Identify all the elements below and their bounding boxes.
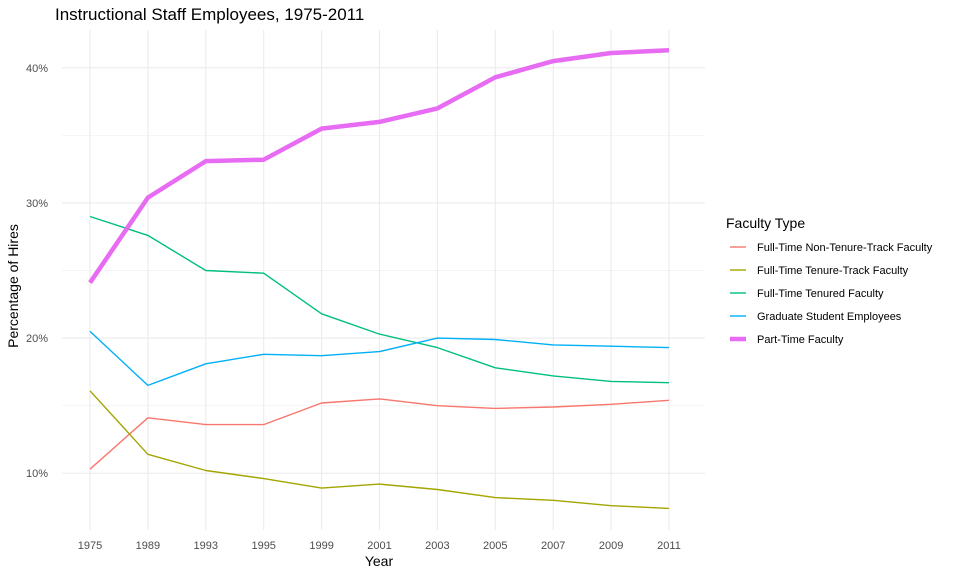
legend-label: Graduate Student Employees xyxy=(757,311,902,323)
series-line-graduate-student-employees xyxy=(89,330,670,387)
series-line-full-time-non-tenure-track-faculty xyxy=(89,398,670,470)
x-tick-label: 2011 xyxy=(657,540,681,552)
x-tick-label: 1975 xyxy=(78,540,102,552)
x-tick-label: 1989 xyxy=(136,540,160,552)
y-axis-title: Percentage of Hires xyxy=(5,224,21,348)
x-axis-title: Year xyxy=(365,553,394,569)
x-tick-label: 1993 xyxy=(194,540,218,552)
legend-label: Full-Time Tenure-Track Faculty xyxy=(757,265,909,277)
x-tick-label: 2007 xyxy=(541,540,565,552)
x-tick-label: 1999 xyxy=(309,540,333,552)
axes: 10% 20% 30% 40% 1975 1989 1993 1995 1999 2001 2003… xyxy=(26,63,681,552)
series-line-full-time-tenured-faculty xyxy=(89,215,670,384)
grid xyxy=(62,30,705,530)
x-tick-label: 2009 xyxy=(599,540,623,552)
x-tick-label: 2005 xyxy=(483,540,507,552)
series-line-full-time-tenure-track-faculty xyxy=(89,390,670,510)
legend-label: Full-Time Non-Tenure-Track Faculty xyxy=(757,242,933,254)
y-tick-label: 10% xyxy=(26,468,48,480)
series-line-part-time-faculty xyxy=(88,48,670,284)
legend-label: Part-Time Faculty xyxy=(757,334,844,346)
chart-title: Instructional Staff Employees, 1975-2011 xyxy=(55,5,364,24)
x-tick-label: 2003 xyxy=(425,540,449,552)
series-lines xyxy=(88,48,670,510)
y-tick-label: 40% xyxy=(26,63,48,75)
y-tick-label: 30% xyxy=(26,198,48,210)
legend-label: Full-Time Tenured Faculty xyxy=(757,288,884,300)
legend-title: Faculty Type xyxy=(726,215,805,231)
x-tick-label: 2001 xyxy=(367,540,391,552)
legend: Faculty Type Full-Time Non-Tenure-Track … xyxy=(726,215,933,346)
y-tick-label: 20% xyxy=(26,333,48,345)
x-tick-label: 1995 xyxy=(251,540,275,552)
